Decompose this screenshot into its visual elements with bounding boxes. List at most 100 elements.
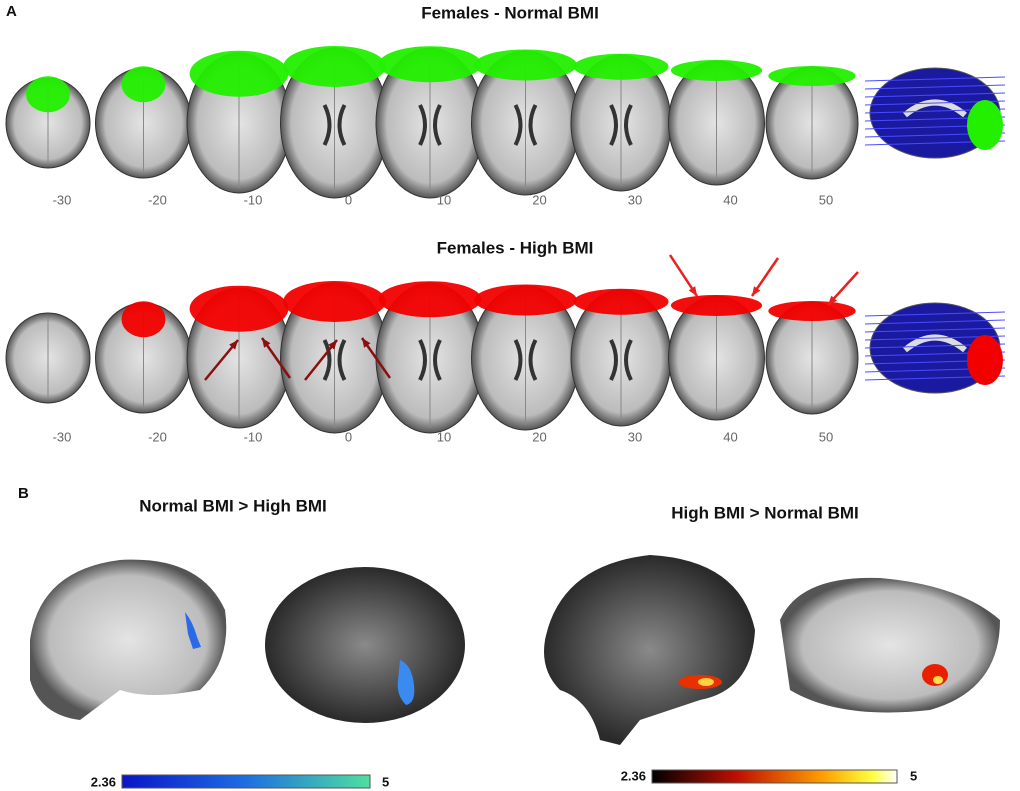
colorbar [121,774,371,789]
colorbar-max: 5 [910,768,917,783]
ventricle [322,339,347,381]
slice-line [864,92,1006,98]
colorbar [651,769,898,784]
contrast-title: Normal BMI > High BMI [139,496,326,515]
activation [378,281,482,318]
slice: 0 [280,45,389,207]
activation [121,66,166,103]
colorbar-min: 2.36 [621,768,646,783]
arrowhead [828,295,838,305]
slice: 30 [570,288,672,444]
slice-label: 20 [532,429,546,444]
activation [573,288,669,315]
contrast-title: High BMI > Normal BMI [671,503,858,522]
arrowhead [752,286,761,296]
slice-line [864,327,1006,333]
ventricle [609,339,633,381]
activation [768,66,856,86]
activation [189,50,289,97]
slice-label: 50 [819,429,833,444]
arrowhead [688,286,697,296]
oblique-slice [780,577,1000,713]
slice: -30 [5,312,91,444]
slice-label: -30 [53,192,72,207]
brain-renders [30,555,1000,745]
slice: 50 [765,301,859,444]
slice: -10 [186,50,292,207]
activation [474,49,577,81]
slice-label: 20 [532,192,546,207]
ventricle [513,339,538,381]
panel-label: B [18,485,29,502]
activation [967,100,1003,150]
slice-label: 30 [628,429,642,444]
activation [474,284,577,316]
ventricle [609,104,633,146]
colorbar-min: 2.36 [91,774,116,789]
ventricle [513,104,538,146]
slice: -20 [95,301,192,444]
slice-label: 0 [345,192,352,207]
sagittal-brain [30,559,227,720]
slice-label: -30 [53,429,72,444]
slice-label: 0 [345,429,352,444]
arrowhead [262,338,271,348]
slice-label: -20 [148,192,167,207]
activation [670,294,763,316]
slice: 20 [471,284,580,444]
slice-line [864,319,1006,325]
activation [670,59,763,81]
slice: -20 [95,66,192,207]
ventricle [418,104,442,146]
slice-label: -20 [148,429,167,444]
activation [283,45,386,87]
blob [185,612,201,649]
slice-label: 50 [819,192,833,207]
slice-line [864,76,1006,82]
reference-sagittal [864,67,1006,159]
blob [397,660,415,705]
slice: -30 [5,76,91,207]
reference-sagittal [864,302,1006,394]
activation [768,301,856,321]
slice-line [864,311,1006,317]
slice: 40 [668,294,765,444]
row-title: Females - Normal BMI [421,3,599,22]
slice: 30 [570,53,672,207]
activation [967,335,1003,385]
activation [573,53,669,80]
slice-label: 30 [628,192,642,207]
slice: 20 [471,49,580,207]
activation [378,46,482,83]
blob [933,676,943,684]
slice-label: 10 [437,429,451,444]
slice: 10 [375,46,485,207]
panel-label: A [6,3,17,20]
slice-label: 10 [437,192,451,207]
sagittal-brain [544,555,755,745]
slice-label: 40 [723,429,737,444]
colorbar-max: 5 [382,774,389,789]
activation [26,76,70,113]
slice: 0 [280,280,389,444]
blob [698,678,714,686]
slice-line [864,84,1006,90]
3d-brain [265,567,465,723]
row-title: Females - High BMI [437,238,594,257]
activation [189,285,289,332]
slice-label: 40 [723,192,737,207]
slice: 40 [668,59,765,207]
slice: 50 [765,66,859,207]
slice-label: -10 [244,429,263,444]
ventricle [418,339,442,381]
slice: 10 [375,281,485,444]
slice-label: -10 [244,192,263,207]
ventricle [322,104,347,146]
arrowhead [229,340,238,350]
arrowhead [362,338,371,348]
slice: -10 [186,285,292,444]
arrowhead [328,340,337,350]
activation [121,301,166,338]
